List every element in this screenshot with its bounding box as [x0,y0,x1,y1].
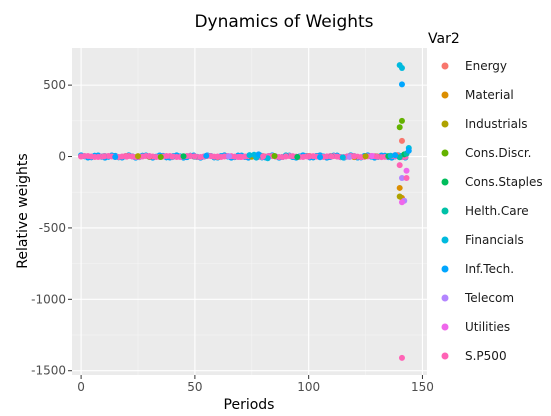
legend-label: Financials [465,233,524,247]
data-point [282,153,289,160]
data-point [123,153,130,160]
data-point [191,153,198,160]
data-point [396,162,403,169]
x-tick-label: 0 [77,380,85,394]
data-point [346,153,353,160]
legend-key [441,352,449,360]
data-point [396,154,403,161]
legend-label: Industrials [465,117,528,131]
x-tick-label: 100 [297,380,320,394]
legend-key [441,265,449,273]
y-tick-label: 0 [58,150,66,164]
legend-title: Var2 [428,31,460,47]
legend-label: Helth.Care [465,204,529,218]
data-point [396,124,403,131]
data-point [398,174,405,181]
data-point [112,153,119,160]
data-point [237,153,244,160]
data-point [403,167,410,174]
data-point [398,137,405,144]
data-point [260,153,267,160]
legend-key [441,236,449,244]
data-point [317,154,324,161]
data-point [392,152,399,159]
legend-key [441,91,449,99]
x-axis-title: Periods [224,397,275,413]
legend-label: Material [465,88,514,102]
data-point [214,153,221,160]
data-point [362,153,369,160]
x-tick-label: 50 [187,380,202,394]
legend: Energy Material Industrials Cons.Discr. Cons… [441,59,543,363]
data-point [305,153,312,160]
data-point [396,184,403,191]
legend-label: Energy [465,59,507,73]
data-point [203,152,210,159]
data-point [100,153,107,160]
data-point [246,152,253,159]
data-point [398,199,405,206]
y-tick-label: -1000 [31,292,66,306]
chart-title: Dynamics of Weights [194,12,373,32]
data-point [369,152,376,159]
data-point [271,152,278,159]
data-point [387,152,394,159]
legend-label: S.P500 [465,349,507,363]
data-point [157,153,164,160]
data-point [169,153,176,160]
legend-key [441,207,449,215]
x-tick-label: 150 [411,380,434,394]
data-point [328,153,335,160]
data-point [405,147,412,154]
y-axis-title: Relative weights [15,153,31,268]
y-tick-label: 500 [43,78,66,92]
data-point [134,153,141,160]
data-point [396,193,403,200]
data-point [146,153,153,160]
data-point [373,153,380,160]
data-point [180,153,187,160]
legend-key [441,120,449,128]
legend-key [441,323,449,331]
data-point [226,153,233,160]
legend-label: Cons.Discr. [465,146,531,160]
data-point [294,153,301,160]
data-point [398,354,405,361]
legend-label: Utilities [465,320,510,334]
data-point [403,174,410,181]
legend-label: Cons.Staples [465,175,543,189]
data-point [255,151,262,158]
legend-key [441,178,449,186]
axes: 0 50 100 150 500 0 -500 -1000 -1500 [31,78,434,394]
data-points [78,62,412,361]
legend-key [441,294,449,302]
plot-background [72,48,427,375]
data-point [339,154,346,161]
legend-label: Inf.Tech. [465,262,514,276]
legend-key [441,62,449,70]
y-tick-label: -500 [39,221,66,235]
legend-label: Telecom [464,291,514,305]
data-point [351,153,358,160]
legend-key [441,149,449,157]
data-point [398,64,405,71]
y-tick-label: -1500 [31,364,66,378]
data-point [264,155,271,162]
data-point [398,117,405,124]
data-point [78,153,85,160]
data-point [398,81,405,88]
